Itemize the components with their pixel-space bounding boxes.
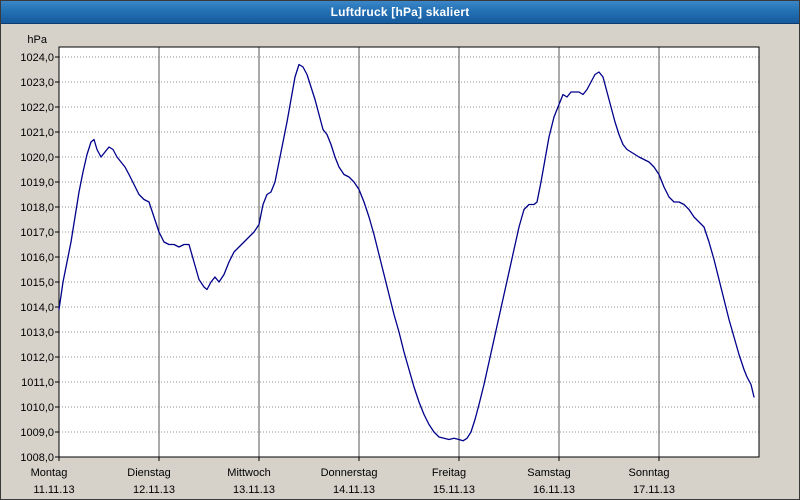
svg-text:1023,0: 1023,0 (20, 77, 54, 89)
svg-text:1013,0: 1013,0 (20, 327, 54, 339)
svg-text:1009,0: 1009,0 (20, 427, 54, 439)
pressure-line (58, 63, 755, 442)
svg-text:1024,0: 1024,0 (20, 52, 54, 64)
pressure-chart: 1024,0 1023,0 1022,0 1021,0 1020,0 1019,0 1018… (20, 34, 760, 496)
svg-text:1014,0: 1014,0 (20, 302, 54, 314)
svg-text:1017,0: 1017,0 (20, 227, 54, 239)
x-label-date: 14.11.13 (333, 484, 375, 496)
chart-title: Luftdruck [hPa] skaliert (330, 5, 470, 19)
svg-text:hPa: hPa (27, 34, 47, 46)
x-label-date: 16.11.13 (533, 484, 575, 496)
svg-text:1015,0: 1015,0 (20, 277, 54, 289)
svg-text:1018,0: 1018,0 (20, 202, 54, 214)
svg-text:1008,0: 1008,0 (20, 452, 54, 464)
svg-text:1022,0: 1022,0 (20, 102, 54, 114)
svg-text:1019,0: 1019,0 (20, 177, 54, 189)
svg-text:1012,0: 1012,0 (20, 352, 54, 364)
x-label-day: Donnerstag (321, 467, 378, 479)
title-bar: Luftdruck [hPa] skaliert (1, 1, 799, 24)
svg-text:1011,0: 1011,0 (21, 377, 54, 389)
x-label-day: Dienstag (127, 467, 170, 479)
x-label-day: Mittwoch (227, 467, 270, 479)
x-label-date: 11.11.13 (33, 484, 74, 496)
svg-text:1020,0: 1020,0 (20, 152, 54, 164)
svg-text:1010,0: 1010,0 (20, 402, 54, 414)
x-label-date: 12.11.13 (133, 484, 175, 496)
svg-text:1016,0: 1016,0 (20, 252, 54, 264)
svg-text:1021,0: 1021,0 (20, 127, 54, 139)
x-label-day: Montag (31, 467, 68, 479)
x-label-day: Samstag (527, 467, 570, 479)
x-label-day: Sonntag (629, 467, 670, 479)
x-label-date: 17.11.13 (633, 484, 675, 496)
x-label-day: Freitag (432, 467, 466, 479)
x-label-date: 13.11.13 (233, 484, 275, 496)
x-label-date: 15.11.13 (433, 484, 475, 496)
